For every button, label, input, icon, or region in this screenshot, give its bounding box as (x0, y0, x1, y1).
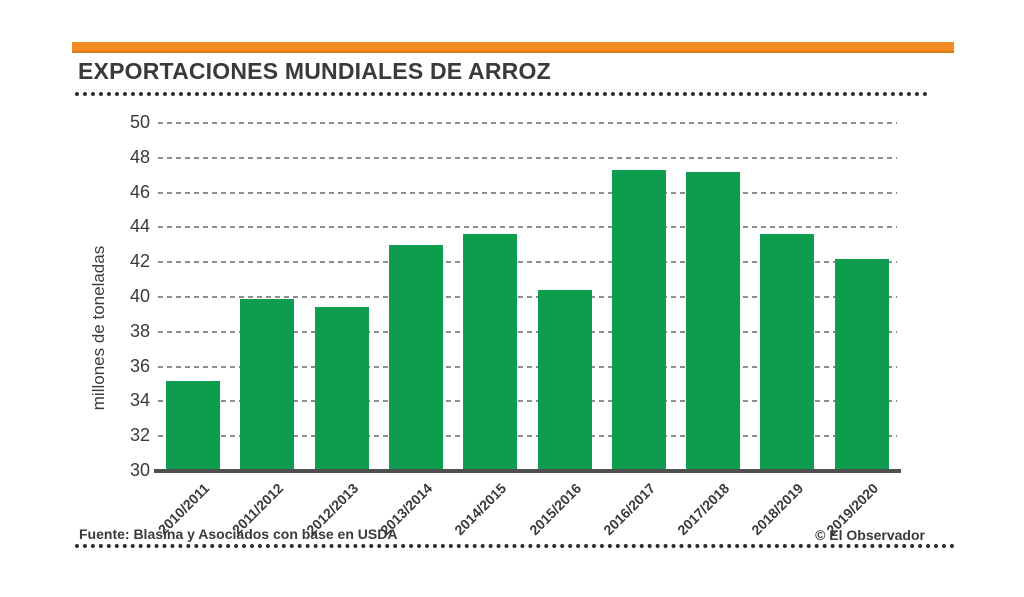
y-tick-label: 40 (129, 286, 150, 306)
chart-bar (166, 380, 220, 471)
y-gridline (158, 191, 897, 194)
y-gridline (158, 435, 897, 438)
y-tick-label: 44 (129, 216, 150, 237)
page-title: EXPORTACIONES MUNDIALES DE ARROZ (78, 58, 551, 84)
chart-bar (686, 171, 741, 471)
bottom-divider-dotted (75, 544, 955, 548)
title-underline-dotted (75, 92, 928, 96)
y-tick-label: 30 (129, 460, 150, 480)
accent-bar (72, 42, 954, 53)
y-gridline (158, 330, 897, 333)
y-tick-label: 50 (129, 112, 150, 132)
y-tick-label: 38 (129, 320, 150, 341)
y-gridline (158, 261, 897, 264)
x-axis-line (154, 469, 901, 473)
y-gridline (158, 365, 897, 368)
chart-bar (314, 307, 369, 471)
y-tick-label: 32 (129, 425, 150, 446)
y-tick-label: 48 (129, 146, 150, 167)
y-gridline (158, 122, 897, 124)
y-tick-label: 34 (129, 390, 150, 411)
chart-bar (760, 234, 815, 471)
copyright-credit: © El Observador (815, 527, 925, 543)
chart-bar (388, 244, 443, 471)
chart-bar (611, 169, 666, 471)
y-gridline (158, 156, 897, 159)
y-tick-label: 36 (129, 355, 150, 376)
y-tick-label: 46 (129, 181, 150, 202)
x-tick-label: 2019/2020 (822, 480, 882, 539)
y-gridline (158, 296, 897, 298)
chart-bar (463, 234, 518, 471)
source-note: Fuente: Blasina y Asociados con base en … (79, 526, 398, 542)
y-gridline (158, 226, 897, 229)
chart-bar (537, 290, 592, 471)
chart-bar (834, 258, 889, 471)
y-gridline (158, 400, 897, 403)
chart-bar (240, 298, 295, 471)
y-tick-label: 42 (129, 251, 150, 272)
